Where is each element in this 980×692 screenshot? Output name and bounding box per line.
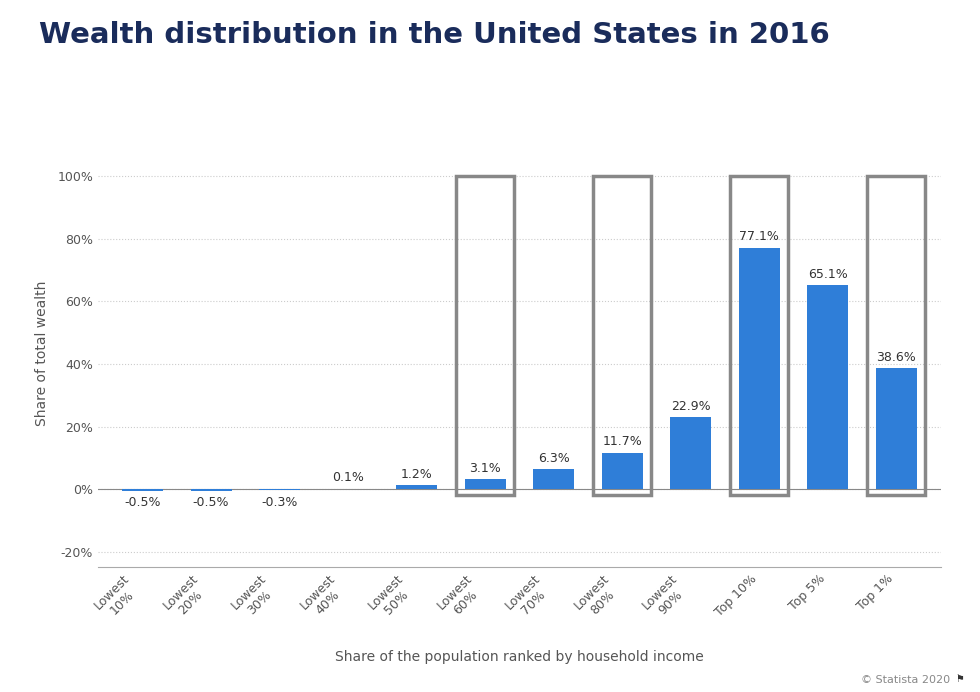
- Text: 38.6%: 38.6%: [876, 351, 916, 363]
- Bar: [465, 480, 506, 489]
- Text: 6.3%: 6.3%: [538, 452, 569, 465]
- Text: Wealth distribution in the United States in 2016: Wealth distribution in the United States…: [39, 21, 830, 48]
- Text: -0.5%: -0.5%: [193, 496, 229, 509]
- Text: 1.2%: 1.2%: [401, 468, 432, 481]
- Bar: [739, 248, 780, 489]
- Bar: [670, 417, 711, 489]
- Bar: [876, 368, 917, 489]
- Bar: [396, 485, 437, 489]
- Text: -0.3%: -0.3%: [262, 495, 298, 509]
- Text: 22.9%: 22.9%: [671, 400, 710, 412]
- Bar: [457, 176, 514, 495]
- Y-axis label: Share of total wealth: Share of total wealth: [35, 280, 49, 426]
- Bar: [808, 285, 849, 489]
- Bar: [594, 176, 651, 495]
- Bar: [259, 489, 300, 490]
- Text: -0.5%: -0.5%: [124, 496, 161, 509]
- Bar: [867, 176, 925, 495]
- Text: 3.1%: 3.1%: [469, 462, 501, 475]
- Text: 65.1%: 65.1%: [808, 268, 848, 280]
- Text: 0.1%: 0.1%: [332, 471, 364, 484]
- Text: Share of the population ranked by household income: Share of the population ranked by househ…: [335, 650, 704, 664]
- Bar: [602, 453, 643, 489]
- Bar: [533, 469, 574, 489]
- Bar: [122, 489, 163, 491]
- Text: 77.1%: 77.1%: [739, 230, 779, 243]
- Text: 11.7%: 11.7%: [603, 435, 642, 448]
- Text: ⚑: ⚑: [956, 674, 964, 684]
- Text: © Statista 2020: © Statista 2020: [861, 675, 951, 685]
- Bar: [730, 176, 788, 495]
- Bar: [190, 489, 231, 491]
